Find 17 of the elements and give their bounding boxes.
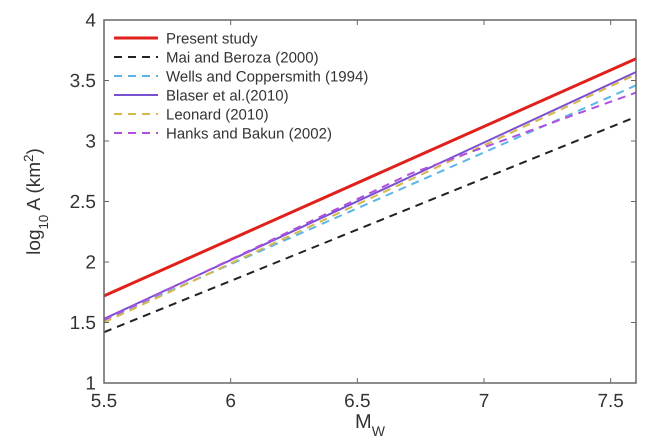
legend-label: Hanks and Bakun (2002) bbox=[166, 125, 332, 142]
y-tick-label: 1.5 bbox=[70, 313, 96, 334]
y-tick-label: 3.5 bbox=[70, 71, 96, 92]
y-tick-label: 3 bbox=[85, 132, 96, 153]
legend-label: Wells and Coppersmith (1994) bbox=[166, 68, 368, 86]
legend-label: Leonard (2010) bbox=[166, 106, 269, 124]
x-tick-label: 6 bbox=[225, 391, 236, 412]
legend-label: Blaser et al.(2010) bbox=[166, 87, 289, 104]
x-tick-label: 7.5 bbox=[597, 391, 624, 412]
x-axis-title: M$_{W}$ bbox=[355, 411, 386, 439]
y-tick-label: 2 bbox=[85, 252, 96, 274]
legend-label: Present study bbox=[166, 30, 258, 48]
y-tick-label: 4 bbox=[85, 10, 96, 32]
y-tick-label: 2.5 bbox=[70, 192, 96, 214]
legend-label: Mai and Beroza (2000) bbox=[166, 49, 319, 66]
x-tick-label: 7 bbox=[478, 391, 490, 412]
x-tick-label: 6.5 bbox=[344, 391, 371, 412]
